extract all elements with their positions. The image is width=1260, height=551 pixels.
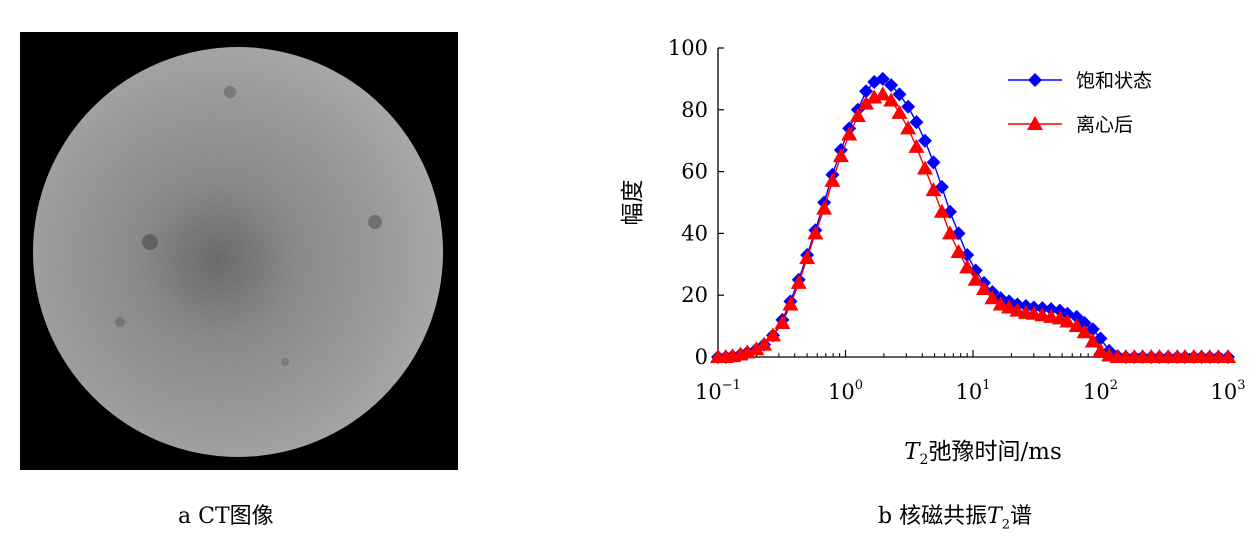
axes: 0 20 40 60 80 100 10−1 100 101 102 103 T2弛豫时间/ms 幅度	[620, 36, 1246, 468]
caption-suffix: 谱	[1010, 504, 1033, 529]
legend-marker	[1028, 73, 1042, 87]
data-point	[916, 160, 933, 175]
series-0	[711, 71, 1235, 364]
series-layer	[710, 71, 1236, 364]
data-point	[849, 107, 866, 122]
data-point	[960, 248, 975, 263]
data-point	[764, 327, 781, 342]
series-1	[710, 86, 1236, 363]
data-point	[1059, 313, 1076, 328]
x-tick-label: 103	[1210, 378, 1245, 404]
data-point	[934, 180, 949, 195]
data-point	[807, 225, 824, 240]
legend-item: 离心后	[1008, 114, 1133, 136]
data-point	[942, 204, 957, 219]
data-point	[799, 250, 816, 265]
data-point	[892, 87, 907, 102]
data-point	[933, 203, 950, 218]
data-point	[774, 315, 791, 330]
data-point	[816, 200, 833, 215]
x-tick-label: 100	[828, 378, 863, 404]
data-point	[992, 296, 1009, 311]
data-point	[900, 120, 917, 135]
data-point	[782, 296, 799, 311]
data-point	[1001, 299, 1018, 314]
ct-image	[20, 32, 458, 470]
data-point	[984, 290, 1001, 305]
data-point	[841, 126, 858, 141]
legend-label: 离心后	[1076, 114, 1133, 136]
data-point	[909, 115, 924, 130]
data-point	[884, 78, 899, 93]
caption-nmr-spectrum: b 核磁共振T2谱	[878, 498, 1032, 532]
data-point	[858, 95, 875, 110]
data-point	[925, 182, 942, 197]
data-point	[1220, 349, 1236, 363]
data-point	[874, 86, 891, 101]
data-point	[1084, 333, 1101, 348]
legend-item: 饱和状态	[1008, 70, 1152, 92]
x-tick-label: 101	[955, 378, 990, 404]
data-point	[824, 172, 841, 187]
data-point	[976, 281, 993, 296]
legend-marker	[1027, 116, 1043, 130]
data-point	[959, 259, 976, 274]
series-line	[718, 78, 1228, 358]
y-tick-label: 80	[681, 98, 708, 122]
data-point	[790, 274, 807, 289]
y-tick-label: 100	[668, 36, 708, 60]
data-point	[917, 133, 932, 148]
y-tick-label: 0	[695, 345, 708, 369]
caption-t-subscript: 2	[1001, 517, 1011, 533]
y-tick-label: 40	[681, 221, 708, 245]
data-point	[883, 92, 900, 107]
series-line	[718, 93, 1228, 358]
data-point	[748, 341, 765, 356]
legend-label: 饱和状态	[1076, 70, 1152, 92]
data-point	[1092, 342, 1109, 357]
data-point	[859, 84, 874, 99]
caption-ct-image: a CT图像	[178, 504, 274, 529]
caption-prefix: b 核磁共振	[878, 504, 988, 529]
data-point	[950, 243, 967, 258]
data-point	[1069, 309, 1084, 324]
data-point	[891, 104, 908, 119]
data-point	[756, 336, 773, 351]
data-point	[1068, 318, 1085, 333]
x-tick-label: 102	[1083, 378, 1118, 404]
x-tick-label: 10−1	[695, 378, 741, 404]
y-axis-label: 幅度	[620, 180, 646, 226]
ct-cross-section-image	[20, 32, 458, 470]
data-point	[832, 148, 849, 163]
data-point	[967, 271, 984, 286]
caption-t-variable: T	[987, 504, 1002, 529]
data-point	[908, 138, 925, 153]
y-tick-label: 60	[681, 160, 708, 184]
x-axis-label: T2弛豫时间/ms	[904, 439, 1062, 468]
y-tick-label: 20	[681, 283, 708, 307]
data-point	[875, 71, 890, 86]
data-point	[1076, 324, 1093, 339]
data-point	[926, 155, 941, 170]
data-point	[941, 225, 958, 240]
data-point	[901, 99, 916, 114]
